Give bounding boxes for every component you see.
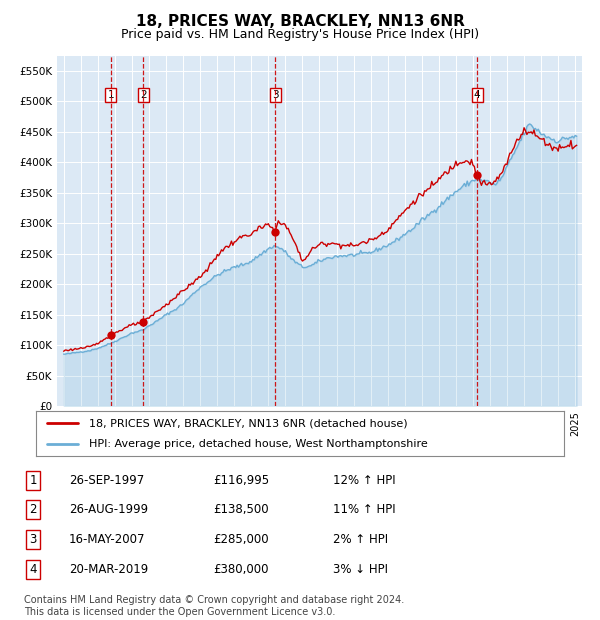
Text: 3: 3 <box>272 91 279 100</box>
Text: 26-SEP-1997: 26-SEP-1997 <box>69 474 144 487</box>
Text: 2: 2 <box>140 91 146 100</box>
Text: £138,500: £138,500 <box>213 503 269 516</box>
Text: 3: 3 <box>29 533 37 546</box>
Text: £116,995: £116,995 <box>213 474 269 487</box>
Text: 18, PRICES WAY, BRACKLEY, NN13 6NR: 18, PRICES WAY, BRACKLEY, NN13 6NR <box>136 14 464 29</box>
Text: Contains HM Land Registry data © Crown copyright and database right 2024.
This d: Contains HM Land Registry data © Crown c… <box>24 595 404 617</box>
Text: £380,000: £380,000 <box>213 563 269 575</box>
Text: 2% ↑ HPI: 2% ↑ HPI <box>333 533 388 546</box>
Text: 4: 4 <box>29 563 37 575</box>
Text: 26-AUG-1999: 26-AUG-1999 <box>69 503 148 516</box>
Text: 3% ↓ HPI: 3% ↓ HPI <box>333 563 388 575</box>
Text: 20-MAR-2019: 20-MAR-2019 <box>69 563 148 575</box>
Text: 1: 1 <box>29 474 37 487</box>
Text: £285,000: £285,000 <box>213 533 269 546</box>
Text: 4: 4 <box>474 91 481 100</box>
Text: 2: 2 <box>29 503 37 516</box>
Text: HPI: Average price, detached house, West Northamptonshire: HPI: Average price, detached house, West… <box>89 438 428 449</box>
Text: Price paid vs. HM Land Registry's House Price Index (HPI): Price paid vs. HM Land Registry's House … <box>121 28 479 41</box>
Text: 1: 1 <box>107 91 114 100</box>
Text: 18, PRICES WAY, BRACKLEY, NN13 6NR (detached house): 18, PRICES WAY, BRACKLEY, NN13 6NR (deta… <box>89 418 407 428</box>
Text: 11% ↑ HPI: 11% ↑ HPI <box>333 503 395 516</box>
Text: 16-MAY-2007: 16-MAY-2007 <box>69 533 146 546</box>
Text: 12% ↑ HPI: 12% ↑ HPI <box>333 474 395 487</box>
